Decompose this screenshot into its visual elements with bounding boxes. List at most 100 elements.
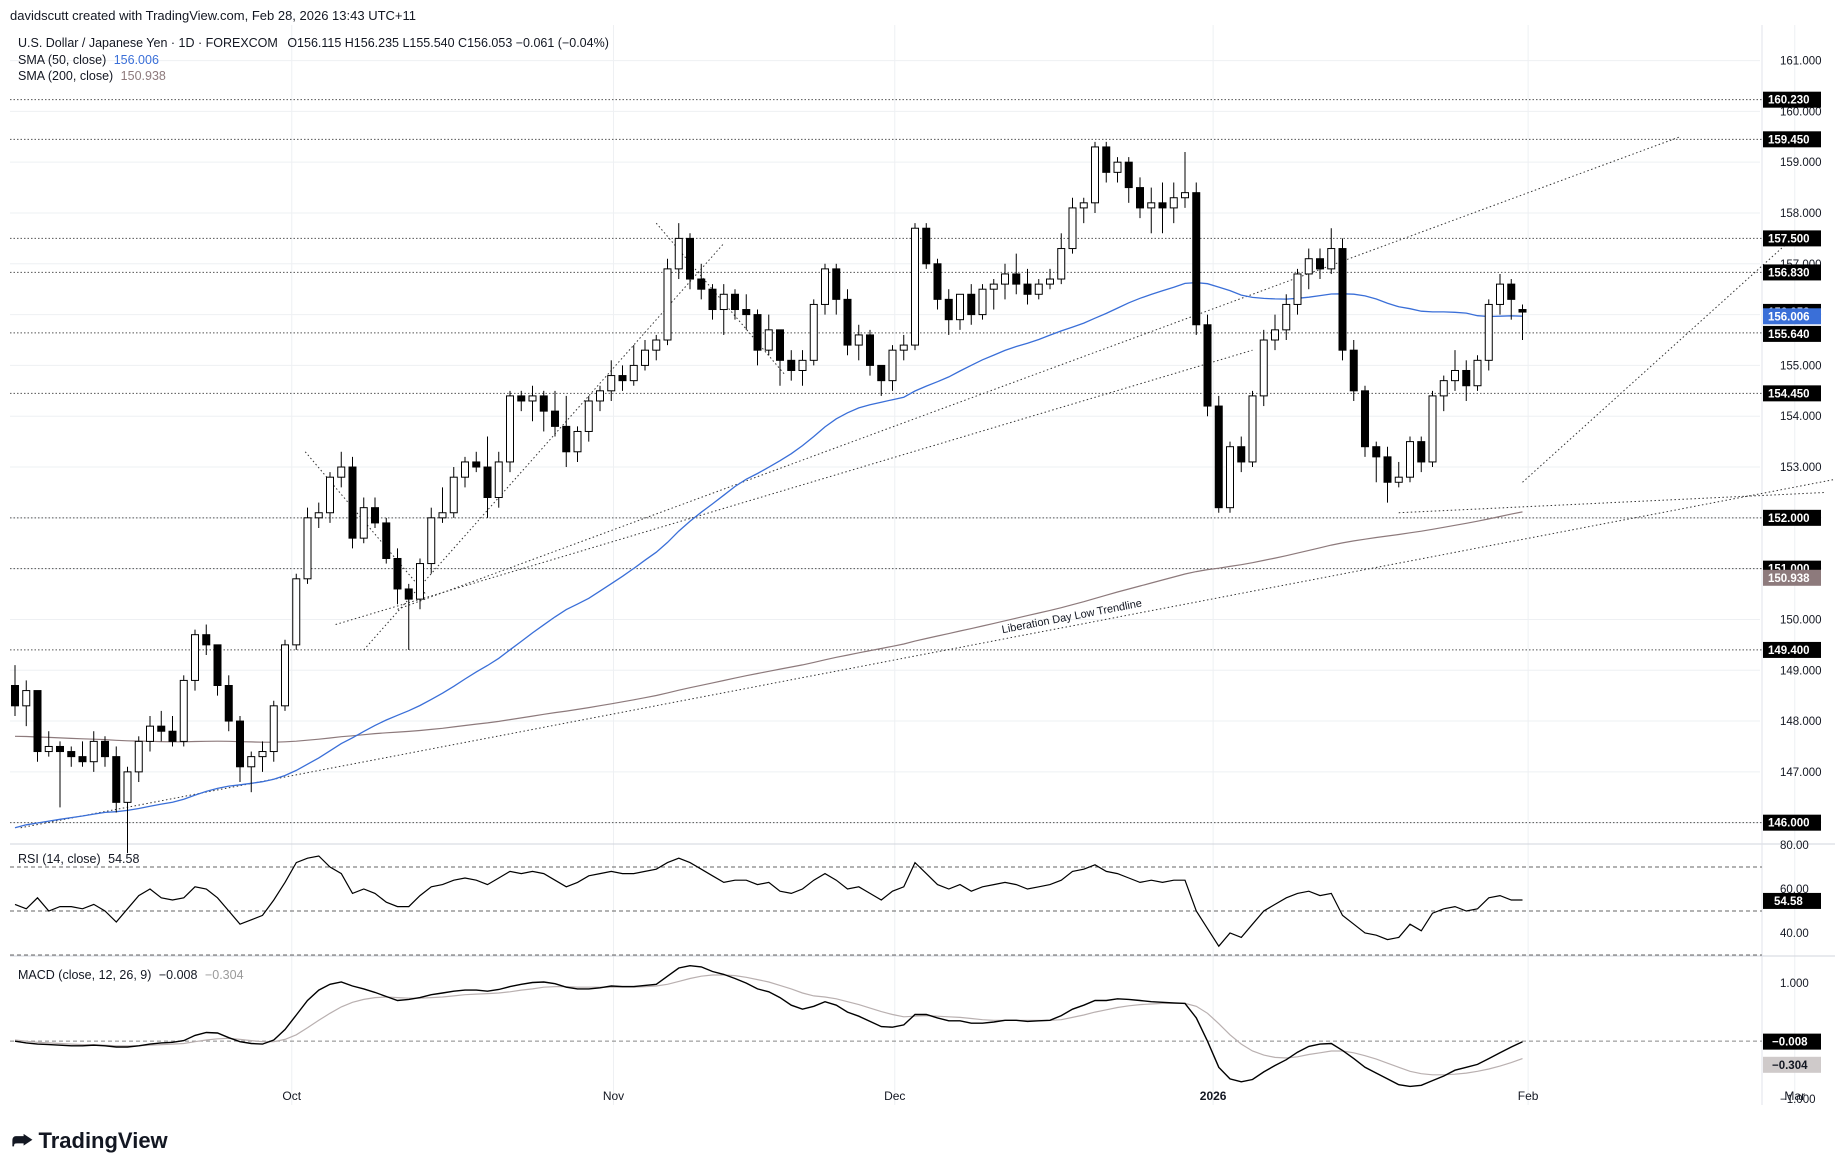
legend-macd-signal-value: −0.304 <box>204 968 244 982</box>
candle <box>899 334 908 361</box>
candle-body-down <box>517 395 526 402</box>
tradingview-logo[interactable]: ⮫ TradingView <box>12 1128 168 1154</box>
candle <box>1214 395 1223 513</box>
candle-body-down <box>404 588 413 600</box>
trendline <box>335 349 1253 626</box>
legend-macd-row[interactable]: MACD (close, 12, 26, 9) −0.008 −0.304 <box>18 968 244 982</box>
price-axis-tick-label: 159.000 <box>1780 157 1822 169</box>
candle-body-down <box>618 375 627 382</box>
candle-body-down <box>1383 456 1392 483</box>
candle <box>1237 436 1246 473</box>
candle <box>1518 304 1527 341</box>
candle <box>1181 152 1189 208</box>
candle-body-down <box>933 263 942 300</box>
candle-body-up <box>326 476 334 514</box>
candle <box>989 279 998 310</box>
candle-body-down <box>213 644 222 686</box>
candle <box>11 665 19 716</box>
candle <box>1091 141 1099 213</box>
rsi-axis-tick-label: 80.00 <box>1780 840 1809 852</box>
candle <box>573 426 582 462</box>
legend-sma200-row[interactable]: SMA (200, close) 150.938 <box>18 69 166 83</box>
candle-body-down <box>776 329 784 361</box>
legend-ohlc: O156.115 H156.235 L155.540 C156.053 −0.0… <box>287 36 609 50</box>
candle <box>607 360 616 401</box>
candle-body-up <box>1259 339 1268 397</box>
candle-body-down <box>832 268 841 300</box>
candle <box>1012 253 1021 295</box>
candle <box>888 345 897 391</box>
candle <box>933 258 942 310</box>
candle <box>1226 441 1234 513</box>
candle-body-up <box>1057 248 1066 280</box>
candle <box>326 472 334 523</box>
candle-body-down <box>967 293 976 316</box>
candle-body-up <box>1282 303 1291 331</box>
candle <box>382 517 391 564</box>
legend-rsi-row[interactable]: RSI (14, close) 54.58 <box>18 852 139 866</box>
rsi-line <box>14 855 1523 948</box>
candle-body-up <box>528 395 537 402</box>
candle <box>517 390 526 412</box>
candle <box>1304 248 1313 290</box>
candle <box>1496 273 1504 315</box>
candle-body-down <box>236 720 244 768</box>
candle-body-down <box>1462 369 1471 387</box>
candle <box>157 710 166 742</box>
candle-body-down <box>708 288 717 311</box>
candle <box>1046 268 1054 290</box>
candle-body-up <box>506 395 514 463</box>
price-axis-tick-label: 155.000 <box>1780 360 1822 372</box>
price-tag <box>1763 308 1821 325</box>
legend-sma50-label: SMA (50, close) <box>18 53 107 67</box>
candle <box>1383 446 1392 503</box>
candle-body-down <box>551 410 559 427</box>
candle <box>866 329 874 376</box>
candle-body-down <box>742 309 751 316</box>
candle <box>1361 385 1369 457</box>
candle-body-down <box>1518 309 1527 313</box>
candle <box>764 314 773 356</box>
trendline <box>20 478 1835 829</box>
candle-body-up <box>416 563 424 600</box>
price-tag <box>1763 814 1821 831</box>
candle-body-up <box>247 756 256 768</box>
candle <box>202 624 211 656</box>
candle <box>1484 299 1493 371</box>
candle <box>956 293 964 330</box>
trendline <box>397 136 1681 610</box>
sma200-line <box>14 511 1523 743</box>
candle <box>1293 268 1302 315</box>
candle <box>719 284 728 335</box>
candle-body-up <box>461 461 469 478</box>
candle-body-down <box>1361 390 1369 448</box>
legend-sma50-row[interactable]: SMA (50, close) 156.006 <box>18 53 159 67</box>
price-tag-label: 157.500 <box>1768 233 1810 245</box>
candle <box>742 294 751 330</box>
candle <box>1428 390 1437 468</box>
time-axis-tick-label: Feb <box>1518 1089 1539 1103</box>
candle-body-up <box>1327 248 1336 270</box>
candle-body-up <box>1181 192 1189 199</box>
price-axis-tick-label: 149.000 <box>1780 665 1822 677</box>
price-tag-label: 156.830 <box>1768 267 1810 279</box>
macd-value-tag-label: −0.008 <box>1772 1037 1808 1049</box>
candle <box>1102 141 1111 183</box>
candle <box>1057 233 1066 285</box>
candle-body-down <box>1192 192 1201 326</box>
candle <box>461 456 469 488</box>
candle-body-down <box>1349 349 1358 392</box>
legend-instrument[interactable]: U.S. Dollar / Japanese Yen · 1D · FOREXC… <box>18 36 278 50</box>
candle-body-up <box>134 740 143 773</box>
candle <box>191 629 199 691</box>
candle <box>1417 436 1426 473</box>
time-axis-tick-label: Nov <box>603 1089 624 1103</box>
candle-body-down <box>1507 283 1516 300</box>
candle <box>753 309 762 366</box>
candle-body-down <box>686 237 694 280</box>
candle-body-up <box>809 303 818 361</box>
candle-body-up <box>179 679 188 742</box>
candle <box>44 731 53 757</box>
candle-body-up <box>1079 202 1088 209</box>
